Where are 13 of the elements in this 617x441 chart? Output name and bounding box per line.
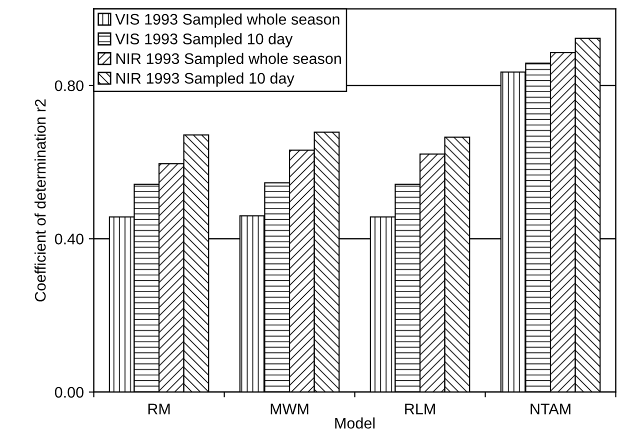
x-axis-title: Model <box>335 417 375 429</box>
x-tick-label: NTAM <box>530 404 570 414</box>
x-tick-label: RM <box>148 404 170 414</box>
legend-label: NIR 1993 Sampled whole season <box>116 52 341 68</box>
y-tick-label: 0.40 <box>54 234 84 244</box>
y-axis-title: Coefficient of determination r2 <box>34 99 46 302</box>
legend-label: VIS 1993 Sampled whole season <box>115 13 340 28</box>
legend-label: VIS 1993 Sampled 10 day <box>115 33 293 48</box>
x-tick-label: RLM <box>405 404 435 414</box>
x-tick-label: MWM <box>270 404 308 414</box>
legend-label: NIR 1993 Sampled 10 day <box>116 72 294 87</box>
y-tick-label: 0.00 <box>54 386 84 398</box>
y-tick-label: 0.80 <box>54 80 84 92</box>
